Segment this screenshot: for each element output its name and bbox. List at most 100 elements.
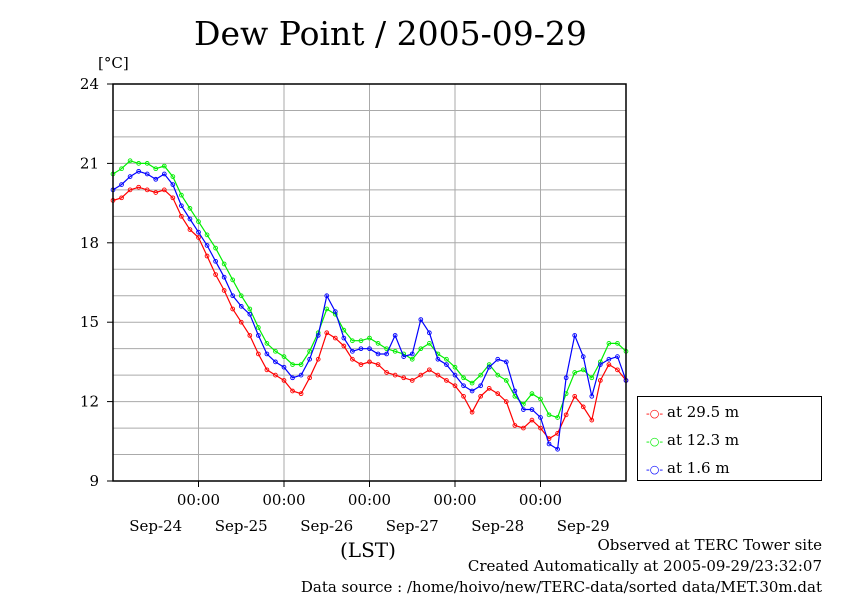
data-point	[521, 425, 526, 431]
data-point	[367, 335, 372, 341]
data-point	[597, 378, 603, 383]
data-point	[538, 396, 543, 402]
data-point	[127, 158, 133, 164]
data-point	[580, 354, 586, 359]
data-point	[238, 293, 244, 299]
legend-label-1-6m: at 1.6 m	[667, 459, 730, 477]
data-point	[341, 327, 347, 333]
data-point	[170, 195, 176, 201]
data-point	[221, 288, 227, 293]
data-point	[384, 351, 389, 357]
footer-data-source: Data source : /home/hoivo/new/TERC-data/…	[300, 578, 822, 596]
data-point	[179, 203, 184, 209]
data-point	[367, 346, 372, 352]
data-point	[606, 341, 612, 346]
data-point	[546, 412, 552, 418]
data-point	[273, 348, 278, 354]
data-point	[435, 372, 441, 378]
y-tick-label: 12	[80, 393, 99, 411]
data-point	[161, 163, 167, 169]
data-point	[563, 412, 569, 418]
data-point	[563, 375, 569, 381]
x-date-label: Sep-28	[471, 517, 524, 535]
data-point	[409, 351, 415, 357]
data-point	[529, 407, 535, 412]
data-point	[144, 187, 150, 193]
data-point	[427, 330, 432, 336]
y-tick-label: 21	[80, 154, 99, 172]
x-time-label: 00:00	[433, 491, 476, 509]
data-point	[358, 346, 364, 352]
legend-label-29-5m: at 29.5 m	[667, 403, 740, 421]
data-point	[119, 182, 124, 187]
data-point	[256, 333, 261, 338]
y-axis-unit: [°C]	[98, 54, 129, 72]
data-point	[350, 356, 355, 362]
data-point	[187, 216, 193, 222]
data-point	[161, 171, 167, 177]
data-point	[597, 362, 603, 367]
data-point	[486, 386, 492, 391]
data-point	[444, 378, 449, 383]
data-point	[341, 335, 347, 341]
data-point	[136, 161, 141, 166]
data-point	[418, 317, 424, 322]
chart-title: Dew Point / 2005-09-29	[194, 14, 587, 53]
data-point	[418, 372, 424, 378]
data-point	[332, 335, 338, 341]
data-point	[375, 362, 381, 367]
data-point	[161, 187, 167, 193]
data-point	[572, 333, 578, 338]
series-at-29-5-m	[110, 184, 629, 442]
data-point	[529, 391, 535, 397]
data-point	[503, 359, 509, 365]
data-point	[452, 372, 458, 378]
data-point	[153, 176, 159, 182]
data-point	[290, 375, 295, 381]
data-point	[264, 367, 270, 373]
data-point	[119, 195, 124, 201]
data-point	[555, 415, 560, 420]
data-point	[324, 306, 330, 312]
data-point	[538, 425, 543, 431]
data-point	[555, 446, 560, 452]
x-axis-label: (LST)	[340, 538, 396, 562]
data-point	[332, 309, 338, 314]
data-point	[264, 351, 270, 357]
data-point	[503, 399, 509, 404]
data-point	[307, 356, 312, 362]
data-point	[204, 243, 210, 248]
data-point	[384, 370, 389, 375]
data-point	[469, 388, 475, 394]
legend-item-29-5m: -○- at 29.5 m	[646, 403, 739, 421]
data-point	[230, 293, 236, 299]
data-point	[478, 393, 483, 399]
data-point	[392, 348, 398, 354]
data-point	[144, 171, 150, 177]
data-point	[230, 306, 236, 312]
data-point	[580, 404, 586, 410]
data-point	[204, 253, 210, 259]
x-date-label: Sep-29	[557, 517, 610, 535]
data-point	[281, 354, 287, 359]
data-point	[572, 393, 578, 399]
data-point	[119, 166, 124, 172]
data-point	[127, 174, 133, 179]
data-point	[238, 303, 244, 309]
data-point	[615, 341, 620, 346]
data-point	[170, 174, 176, 179]
data-point	[153, 166, 159, 172]
legend-marker-29-5m: -○-	[646, 407, 664, 420]
x-date-label: Sep-24	[129, 517, 182, 535]
data-point	[144, 161, 150, 166]
data-point	[290, 362, 295, 367]
data-point	[221, 261, 227, 267]
data-point	[572, 370, 578, 375]
y-tick-label: 9	[89, 472, 99, 490]
y-tick-label: 24	[80, 75, 99, 93]
data-point	[521, 407, 526, 412]
footer-observed: Observed at TERC Tower site	[597, 536, 822, 554]
series-line-at-1-6-m	[112, 170, 627, 451]
data-point	[298, 391, 304, 397]
